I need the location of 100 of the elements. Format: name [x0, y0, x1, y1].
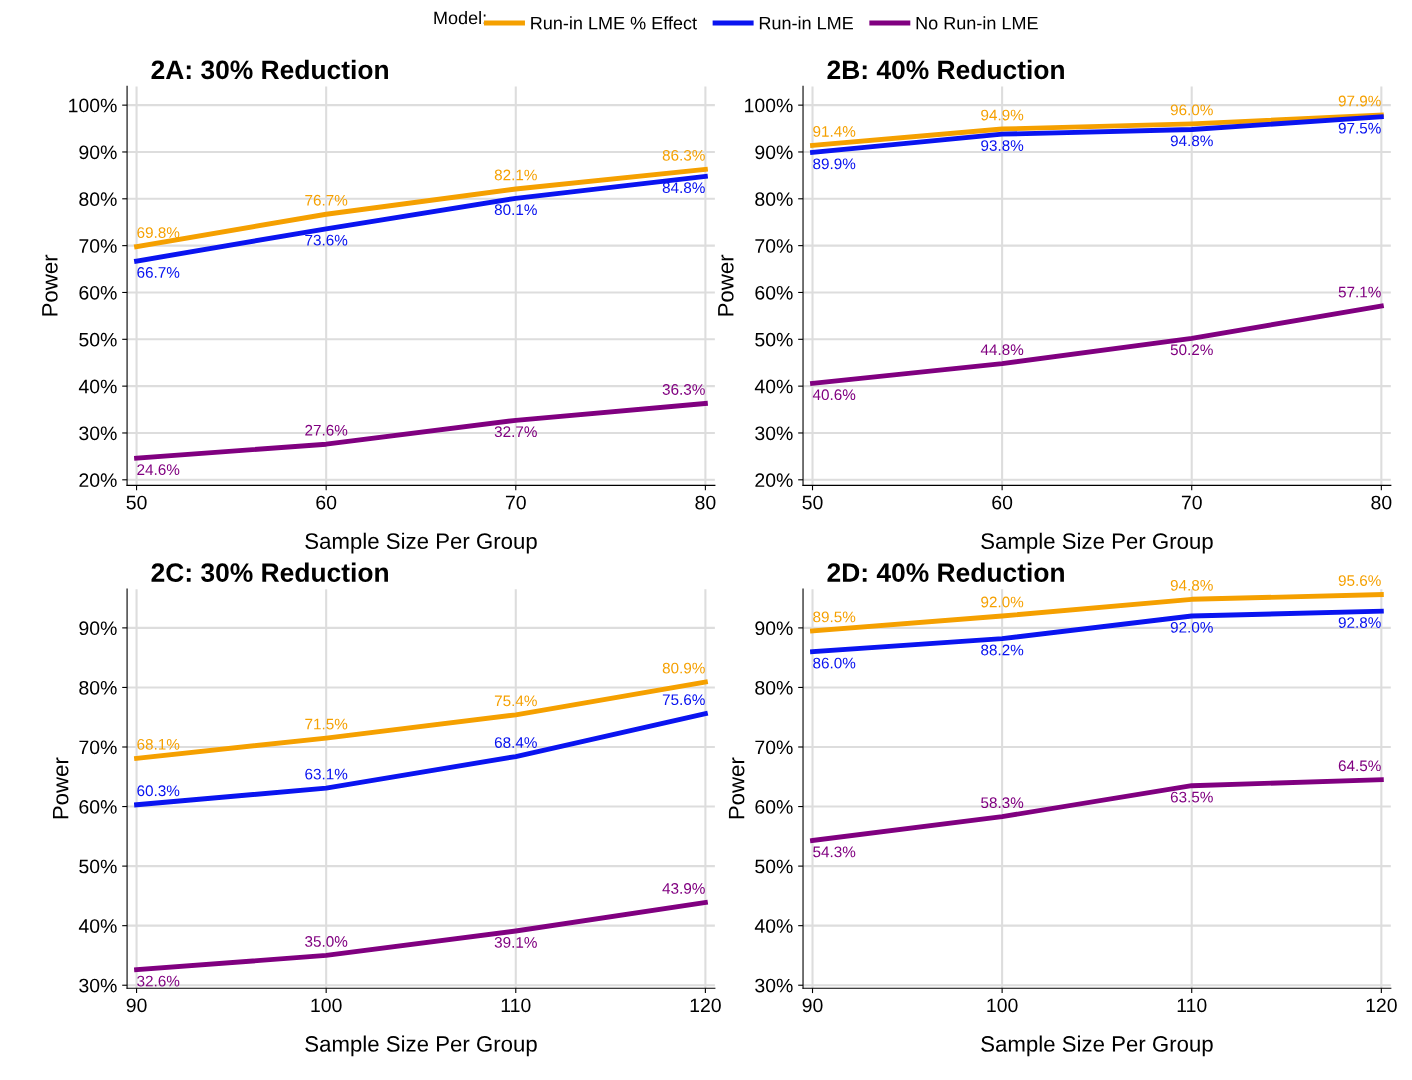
y-tick-label: 60%	[755, 800, 793, 814]
data-label: 32.7%	[494, 426, 537, 438]
y-tick-label: 60%	[79, 800, 117, 814]
data-label: 80.9%	[662, 662, 705, 674]
line-series	[810, 608, 1384, 655]
legend-label: No Run-in LME	[916, 16, 1038, 30]
y-tick-label: 60%	[755, 285, 793, 300]
y-tick-label: 30%	[79, 426, 117, 441]
data-label: 94.8%	[1170, 579, 1213, 591]
data-label: 58.3%	[981, 797, 1024, 809]
data-label: 66.7%	[137, 267, 180, 278]
data-label: 64.5%	[1338, 760, 1381, 772]
data-label: 92.8%	[1338, 617, 1381, 628]
x-tick-label: 120	[690, 998, 721, 1013]
data-label: 84.8%	[662, 182, 705, 194]
chart-title: 2A: 30% Reduction	[151, 59, 388, 80]
x-axis-title: Sample Size Per Group	[305, 1035, 537, 1057]
y-tick-label: 100%	[69, 98, 117, 113]
data-label: 75.6%	[662, 694, 705, 706]
data-label: 36.3%	[662, 384, 705, 395]
y-tick-label: 40%	[754, 919, 793, 933]
x-tick-label: 50	[126, 495, 147, 510]
y-axis-title: Power	[52, 757, 69, 819]
x-tick-label: 60	[316, 495, 337, 510]
y-tick-label: 20%	[755, 473, 793, 488]
x-tick-label: 120	[1366, 998, 1397, 1013]
legend-label: Run-in LME	[759, 16, 853, 30]
data-label: 89.9%	[813, 158, 856, 170]
x-tick-label: 80	[695, 495, 716, 510]
x-tick-label: 100	[987, 998, 1018, 1013]
data-label: 80.1%	[494, 204, 537, 216]
data-label: 94.9%	[981, 109, 1024, 121]
data-label: 97.9%	[1338, 95, 1381, 107]
y-tick-label: 80%	[79, 192, 117, 207]
y-tick-label: 70%	[755, 740, 793, 755]
y-tick-label: 50%	[79, 332, 117, 347]
x-tick-label: 60	[992, 495, 1013, 510]
legend-title: Model:	[434, 11, 486, 25]
data-label: 68.1%	[137, 738, 180, 750]
data-label: 68.4%	[494, 737, 537, 748]
y-tick-label: 70%	[79, 740, 117, 755]
x-tick-label: 90	[126, 998, 147, 1013]
y-tick-label: 90%	[79, 621, 117, 636]
x-axis-title: Sample Size Per Group	[981, 532, 1213, 554]
data-label: 40.6%	[812, 389, 856, 401]
line-series	[134, 401, 708, 461]
y-tick-label: 30%	[755, 978, 793, 993]
x-axis-title: Sample Size Per Group	[981, 1035, 1213, 1057]
data-label: 32.6%	[137, 975, 180, 987]
x-tick-label: 110	[501, 998, 531, 1013]
data-label: 95.6%	[1338, 575, 1381, 586]
data-label: 39.1%	[494, 936, 537, 948]
data-label: 91.4%	[813, 126, 856, 137]
x-axis-title: Sample Size Per Group	[305, 532, 537, 554]
line-series	[134, 166, 708, 249]
line-series	[134, 711, 708, 808]
y-tick-label: 70%	[755, 239, 793, 253]
chart-title: 2D: 40% Reduction	[827, 562, 1064, 582]
data-label: 73.6%	[305, 234, 348, 246]
y-tick-label: 80%	[755, 192, 793, 207]
y-tick-label: 40%	[754, 379, 793, 394]
data-label: 82.1%	[494, 169, 537, 181]
x-tick-label: 110	[1177, 998, 1207, 1013]
line-series	[810, 303, 1384, 386]
data-label: 71.5%	[305, 718, 348, 730]
y-tick-label: 90%	[755, 145, 793, 160]
line-series	[134, 679, 708, 761]
legend-label: Run-in LME % Effect	[531, 16, 697, 30]
chart-title: 2C: 30% Reduction	[151, 562, 388, 582]
data-label: 96.0%	[1170, 104, 1213, 116]
data-label: 35.0%	[305, 936, 348, 947]
y-tick-label: 80%	[755, 680, 793, 695]
data-label: 57.1%	[1338, 286, 1381, 298]
data-label: 89.5%	[813, 611, 856, 623]
data-label: 94.8%	[1170, 135, 1213, 147]
y-tick-label: 100%	[745, 98, 793, 113]
data-label: 92.0%	[1170, 621, 1213, 633]
y-tick-label: 80%	[79, 680, 117, 695]
data-label: 93.8%	[981, 140, 1024, 151]
x-tick-label: 70	[505, 495, 526, 510]
y-tick-label: 30%	[755, 426, 793, 441]
y-tick-label: 50%	[755, 332, 793, 347]
data-label: 43.9%	[662, 883, 705, 894]
data-label: 86.0%	[813, 657, 856, 669]
y-tick-label: 50%	[79, 859, 117, 874]
y-tick-label: 60%	[79, 285, 117, 300]
x-tick-label: 50	[802, 495, 823, 510]
data-label: 27.6%	[305, 424, 348, 436]
line-series	[810, 592, 1384, 634]
y-tick-label: 90%	[755, 621, 793, 636]
data-label: 63.1%	[305, 768, 348, 780]
y-axis-title: Power	[728, 757, 745, 819]
y-tick-label: 30%	[79, 978, 117, 993]
chart-title: 2B: 40% Reduction	[827, 59, 1064, 80]
data-label: 76.7%	[305, 194, 348, 206]
data-label: 50.2%	[1170, 344, 1213, 356]
y-tick-label: 90%	[79, 145, 117, 160]
data-label: 75.4%	[494, 695, 537, 707]
data-label: 88.2%	[981, 644, 1024, 656]
y-axis-title: Power	[42, 254, 58, 316]
